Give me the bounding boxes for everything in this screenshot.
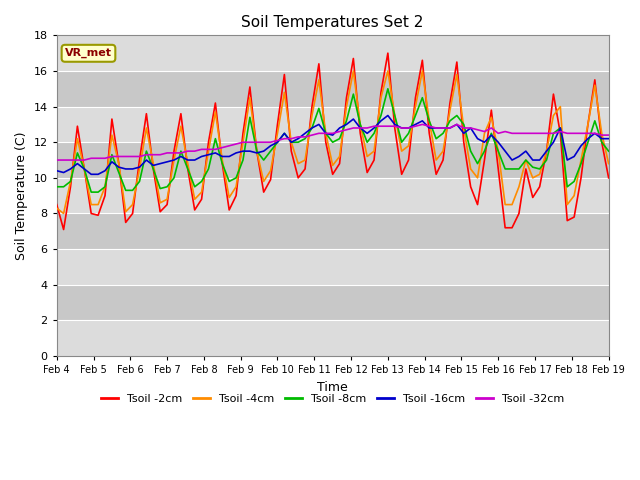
Tsoil -2cm — [605, 175, 612, 181]
Tsoil -4cm — [563, 202, 571, 207]
X-axis label: Time: Time — [317, 381, 348, 394]
Tsoil -2cm — [364, 169, 371, 175]
Tsoil -32cm — [557, 129, 564, 134]
Tsoil -2cm — [474, 202, 481, 207]
Line: Tsoil -4cm: Tsoil -4cm — [57, 71, 609, 214]
Line: Tsoil -8cm: Tsoil -8cm — [57, 89, 609, 192]
Text: VR_met: VR_met — [65, 48, 112, 59]
Bar — [57, 142, 609, 178]
Tsoil -2cm — [563, 218, 571, 224]
Tsoil -32cm — [508, 131, 516, 136]
Title: Soil Temperatures Set 2: Soil Temperatures Set 2 — [241, 15, 424, 30]
Tsoil -32cm — [398, 125, 406, 131]
Tsoil -16cm — [384, 113, 392, 119]
Bar — [57, 285, 609, 320]
Tsoil -8cm — [515, 166, 523, 172]
Tsoil -32cm — [467, 125, 474, 131]
Tsoil -16cm — [412, 121, 419, 127]
Tsoil -4cm — [515, 184, 523, 190]
Tsoil -4cm — [412, 104, 419, 109]
Tsoil -16cm — [543, 148, 550, 154]
Tsoil -4cm — [474, 175, 481, 181]
Bar — [57, 320, 609, 356]
Tsoil -16cm — [563, 157, 571, 163]
Tsoil -16cm — [515, 154, 523, 159]
Tsoil -4cm — [543, 148, 550, 154]
Bar — [57, 178, 609, 214]
Tsoil -8cm — [605, 148, 612, 154]
Tsoil -16cm — [53, 168, 61, 174]
Bar — [57, 71, 609, 107]
Bar — [57, 214, 609, 249]
Tsoil -4cm — [60, 211, 67, 216]
Tsoil -4cm — [349, 68, 357, 74]
Tsoil -8cm — [412, 113, 419, 119]
Tsoil -2cm — [515, 211, 523, 216]
Bar — [57, 36, 609, 71]
Tsoil -2cm — [60, 227, 67, 232]
Tsoil -4cm — [370, 148, 378, 154]
Tsoil -8cm — [563, 184, 571, 190]
Tsoil -8cm — [88, 189, 95, 195]
Tsoil -8cm — [364, 139, 371, 145]
Line: Tsoil -2cm: Tsoil -2cm — [57, 53, 609, 229]
Tsoil -2cm — [384, 50, 392, 56]
Tsoil -8cm — [543, 157, 550, 163]
Tsoil -16cm — [88, 171, 95, 177]
Y-axis label: Soil Temperature (C): Soil Temperature (C) — [15, 132, 28, 260]
Tsoil -32cm — [356, 125, 364, 131]
Tsoil -16cm — [605, 136, 612, 142]
Tsoil -8cm — [384, 86, 392, 92]
Line: Tsoil -32cm: Tsoil -32cm — [57, 124, 609, 160]
Bar — [57, 107, 609, 142]
Tsoil -4cm — [605, 161, 612, 167]
Tsoil -32cm — [419, 121, 426, 127]
Legend: Tsoil -2cm, Tsoil -4cm, Tsoil -8cm, Tsoil -16cm, Tsoil -32cm: Tsoil -2cm, Tsoil -4cm, Tsoil -8cm, Tsoi… — [97, 389, 568, 408]
Tsoil -2cm — [412, 95, 419, 101]
Bar — [57, 249, 609, 285]
Tsoil -32cm — [53, 157, 61, 163]
Tsoil -16cm — [364, 131, 371, 136]
Tsoil -16cm — [474, 136, 481, 142]
Tsoil -8cm — [53, 184, 61, 190]
Tsoil -2cm — [53, 202, 61, 207]
Tsoil -8cm — [474, 161, 481, 167]
Tsoil -4cm — [53, 205, 61, 211]
Line: Tsoil -16cm: Tsoil -16cm — [57, 116, 609, 174]
Tsoil -2cm — [543, 148, 550, 154]
Tsoil -32cm — [605, 132, 612, 138]
Tsoil -32cm — [536, 131, 543, 136]
